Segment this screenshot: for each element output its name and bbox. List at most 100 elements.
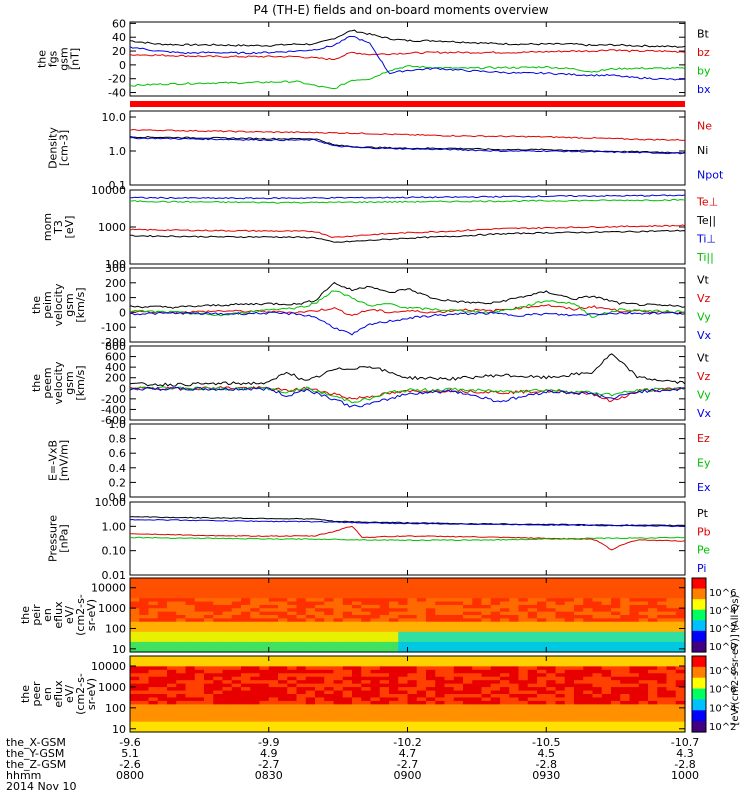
peer_spectrogram-cell bbox=[509, 669, 520, 674]
peir_spectrogram-cell bbox=[333, 615, 344, 619]
peir_spectrogram-cell bbox=[592, 588, 603, 593]
peir_spectrogram-cell bbox=[666, 581, 677, 586]
peir_spectrogram-cell bbox=[398, 628, 409, 633]
peer_spectrogram-cell bbox=[583, 659, 594, 664]
peir_spectrogram-cell bbox=[500, 628, 510, 633]
peir_spectrogram-cell bbox=[555, 631, 566, 636]
peer_spectrogram-cell bbox=[305, 718, 316, 723]
peer_spectrogram-colorbar-segment bbox=[692, 710, 706, 722]
peir_spectrogram-cell bbox=[611, 618, 621, 623]
peir_spectrogram-cell bbox=[324, 648, 335, 653]
peer_spectrogram-cell bbox=[167, 666, 177, 671]
peir_spectrogram-cell bbox=[379, 601, 390, 606]
peer_spectrogram-cell bbox=[305, 687, 316, 692]
peer_spectrogram-cell bbox=[500, 694, 510, 699]
peer_spectrogram-cell bbox=[379, 714, 390, 719]
peir_spectrogram-cell bbox=[648, 578, 658, 582]
peer_spectrogram-cell bbox=[444, 707, 455, 712]
peer_spectrogram-cell bbox=[518, 666, 529, 671]
peer_spectrogram-cell bbox=[379, 656, 390, 661]
bgsm-legend-item: by bbox=[697, 64, 711, 77]
peir_spectrogram-cell bbox=[185, 615, 196, 619]
peer_spectrogram-cell bbox=[574, 700, 584, 705]
peer_spectrogram-cell bbox=[638, 694, 649, 699]
peer_spectrogram-cell bbox=[490, 725, 501, 730]
peer_spectrogram-cell bbox=[333, 714, 344, 719]
peer_spectrogram-cell bbox=[675, 704, 686, 709]
peer_spectrogram-cell bbox=[204, 676, 214, 681]
peer_spectrogram-cell bbox=[453, 704, 464, 709]
peir_spectrogram-cell bbox=[305, 588, 316, 593]
peir_spectrogram-cell bbox=[601, 578, 612, 582]
peer_spectrogram-cell bbox=[583, 721, 594, 726]
peer_spectrogram-cell bbox=[518, 707, 529, 712]
peer_spectrogram-cell bbox=[583, 662, 594, 667]
peir_spectrogram-cell bbox=[648, 608, 658, 613]
peir_spectrogram-cell bbox=[361, 588, 372, 593]
peir_spectrogram-cell bbox=[657, 578, 668, 582]
peem_velocity-ytick-label: 0 bbox=[119, 382, 126, 395]
peir_spectrogram-cell bbox=[222, 584, 233, 589]
peir_spectrogram-cell bbox=[259, 608, 270, 613]
peer_spectrogram-cell bbox=[500, 659, 510, 664]
peer_spectrogram-cell bbox=[305, 704, 316, 709]
peer_spectrogram-cell bbox=[324, 728, 335, 733]
peir_spectrogram-cell bbox=[361, 608, 372, 613]
peer_spectrogram-cell bbox=[620, 676, 631, 681]
peir_spectrogram-cell bbox=[296, 635, 307, 640]
peer_spectrogram-cell bbox=[213, 725, 224, 730]
peer_spectrogram-cell bbox=[407, 711, 418, 716]
peer_spectrogram-cell bbox=[315, 669, 325, 674]
peer_spectrogram-cell bbox=[407, 700, 418, 705]
peer_spectrogram-cell bbox=[333, 690, 344, 695]
peer_spectrogram-cell bbox=[259, 714, 270, 719]
peer_spectrogram-cell bbox=[176, 728, 187, 733]
peir_spectrogram-cell bbox=[472, 621, 483, 626]
peir_spectrogram-cell bbox=[490, 615, 501, 619]
peer_spectrogram-cell bbox=[675, 707, 686, 712]
peer_spectrogram-cell bbox=[555, 714, 566, 719]
peer_spectrogram-cell bbox=[305, 659, 316, 664]
peer_spectrogram-cell bbox=[287, 662, 298, 667]
peer_spectrogram-cell bbox=[537, 659, 547, 664]
peir_spectrogram-cell bbox=[416, 648, 427, 653]
peir_spectrogram-cell bbox=[259, 601, 270, 606]
peer_spectrogram-cell bbox=[611, 697, 621, 702]
peer_spectrogram-cell bbox=[398, 683, 409, 688]
peer_spectrogram-cell bbox=[213, 680, 224, 685]
peer_spectrogram-cell bbox=[675, 700, 686, 705]
peir_spectrogram-cell bbox=[629, 618, 640, 623]
peer_spectrogram-cell bbox=[315, 683, 325, 688]
peer_spectrogram-cell bbox=[204, 728, 214, 733]
peer_spectrogram-cell bbox=[675, 680, 686, 685]
peer_spectrogram-cell bbox=[167, 728, 177, 733]
peer_spectrogram-cell bbox=[157, 711, 168, 716]
peir_spectrogram-cell bbox=[481, 594, 492, 599]
peer_spectrogram-ylabel-line: sr-eV) bbox=[85, 678, 98, 710]
peir_spectrogram-cell bbox=[500, 584, 510, 589]
peer_spectrogram-cell bbox=[611, 673, 621, 678]
peir_spectrogram-cell bbox=[194, 635, 205, 640]
peer_spectrogram-cell bbox=[324, 669, 335, 674]
peer_spectrogram-cell bbox=[518, 694, 529, 699]
peir_spectrogram-cell bbox=[342, 635, 353, 640]
peer_spectrogram-cell bbox=[296, 683, 307, 688]
peir_spectrogram-cell bbox=[324, 584, 335, 589]
peer_spectrogram-cell bbox=[194, 707, 205, 712]
peer_spectrogram-cell bbox=[241, 707, 251, 712]
peer_spectrogram-cell bbox=[370, 694, 381, 699]
peer_spectrogram-cell bbox=[629, 687, 640, 692]
peir_spectrogram-cell bbox=[333, 645, 344, 650]
peer_spectrogram-cell bbox=[194, 694, 205, 699]
peer_spectrogram-cell bbox=[490, 662, 501, 667]
peer_spectrogram-cell bbox=[379, 711, 390, 716]
peir_spectrogram-cell bbox=[241, 625, 251, 630]
peir_spectrogram-cell bbox=[490, 618, 501, 623]
peir_spectrogram-cell bbox=[370, 618, 381, 623]
peer_spectrogram-cell bbox=[648, 714, 658, 719]
peir_spectrogram-cell bbox=[389, 625, 399, 630]
peir_spectrogram-cell bbox=[435, 581, 446, 586]
peer_spectrogram-cell bbox=[481, 673, 492, 678]
peer_spectrogram-cell bbox=[407, 662, 418, 667]
peir_spectrogram-cell bbox=[342, 618, 353, 623]
